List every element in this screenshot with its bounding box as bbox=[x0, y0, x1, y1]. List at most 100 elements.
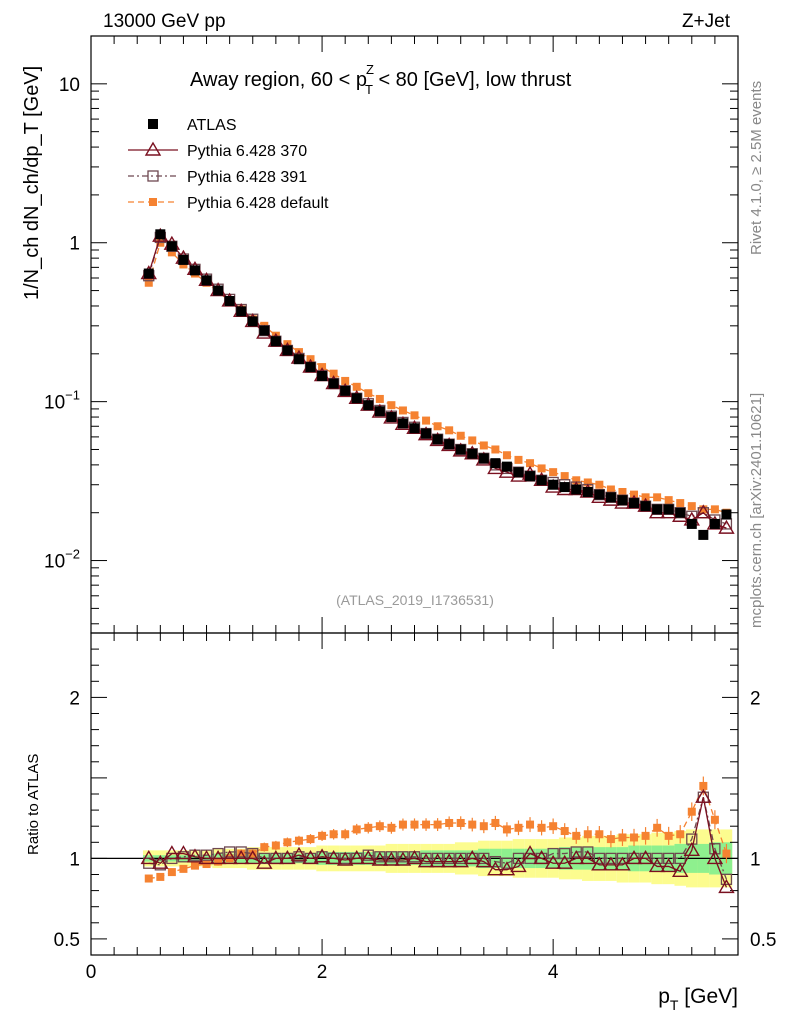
main-point-atlas bbox=[328, 378, 339, 389]
ratio-point-pythia-6-428-370 bbox=[290, 846, 308, 861]
ratio-point-pythia-6-428-default bbox=[352, 825, 361, 834]
main-point-atlas bbox=[467, 448, 478, 459]
ratio-point-pythia-6-428-370 bbox=[394, 851, 412, 866]
ratio-point-pythia-6-428-391 bbox=[489, 855, 502, 868]
main-point-atlas bbox=[686, 518, 697, 529]
ratio-point-pythia-6-428-370 bbox=[521, 845, 539, 860]
ratio-point-pythia-6-428-default bbox=[549, 822, 558, 831]
legend-label: ATLAS bbox=[187, 117, 237, 134]
main-point-pythia-6-428-default bbox=[468, 436, 477, 445]
ratio-point-pythia-6-428-391 bbox=[235, 846, 247, 858]
ratio-point-pythia-6-428-default bbox=[237, 849, 246, 858]
main-point-atlas bbox=[663, 504, 674, 515]
ratio-point-pythia-6-428-default bbox=[537, 823, 546, 832]
ratio-point-pythia-6-428-391 bbox=[223, 846, 236, 858]
ratio-point-pythia-6-428-default bbox=[699, 781, 708, 790]
main-point-atlas bbox=[629, 498, 640, 509]
ratio-point-pythia-6-428-370 bbox=[452, 853, 469, 868]
ratio-point-pythia-6-428-default bbox=[433, 820, 442, 829]
ratio-point-pythia-6-428-default bbox=[364, 823, 373, 832]
main-point-pythia-6-428-default bbox=[456, 431, 465, 440]
ratio-point-pythia-6-428-default bbox=[618, 833, 627, 842]
x-axis-label-unit: [GeV] bbox=[678, 985, 738, 1008]
ratio-point-pythia-6-428-default bbox=[179, 864, 188, 873]
ratio-point-pythia-6-428-370 bbox=[163, 845, 181, 860]
main-point-pythia-6-428-default bbox=[502, 451, 511, 460]
ratio-point-pythia-6-428-370 bbox=[256, 854, 273, 869]
ratio-point-pythia-6-428-default bbox=[687, 807, 696, 816]
main-point-pythia-6-428-default bbox=[630, 490, 639, 499]
ratio-point-pythia-6-428-default bbox=[583, 830, 592, 839]
ratio-point-pythia-6-428-370 bbox=[544, 854, 562, 869]
main-point-pythia-6-428-default bbox=[422, 416, 431, 425]
main-point-atlas bbox=[675, 507, 686, 518]
main-point-pythia-6-428-default bbox=[664, 496, 673, 505]
legend-label: Pythia 6.428 370 bbox=[187, 143, 307, 160]
main-point-pythia-6-428-370 bbox=[718, 519, 735, 534]
main-point-atlas bbox=[317, 371, 328, 382]
main-point-pythia-6-428-default bbox=[676, 499, 685, 508]
ratio-point-pythia-6-428-default bbox=[190, 861, 199, 870]
ratio-plot-frame bbox=[90, 632, 739, 956]
main-point-atlas bbox=[305, 362, 316, 373]
ratio-point-pythia-6-428-default bbox=[445, 818, 454, 827]
legend-marker bbox=[149, 198, 157, 206]
ratio-point-pythia-6-428-370 bbox=[510, 858, 527, 873]
plot-title-sub: T bbox=[365, 82, 373, 97]
main-point-pythia-6-428-default bbox=[341, 376, 350, 385]
main-point-atlas bbox=[236, 306, 247, 317]
ratio-point-pythia-6-428-default bbox=[375, 822, 384, 831]
y-tick-label-ratio-right: 0.5 bbox=[750, 930, 776, 951]
main-point-atlas bbox=[490, 458, 501, 469]
main-point-atlas bbox=[559, 482, 570, 493]
main-point-atlas bbox=[536, 475, 547, 486]
main-point-pythia-6-428-default bbox=[560, 472, 569, 481]
ratio-point-pythia-6-428-default bbox=[422, 820, 431, 829]
y-tick-label-ratio-right: 1 bbox=[750, 849, 761, 870]
ratio-point-pythia-6-428-391 bbox=[570, 846, 582, 858]
axis-ticks: 0 2 4 10 1 10−1 10−2 2 2 1 1 0.5 0.5 bbox=[44, 35, 776, 983]
rivet-version-label: Rivet 4.1.0, ≥ 2.5M events bbox=[748, 81, 765, 255]
main-point-atlas bbox=[340, 385, 351, 396]
main-point-pythia-6-428-default bbox=[699, 505, 708, 514]
ratio-point-pythia-6-428-370 bbox=[672, 862, 689, 877]
ratio-point-pythia-6-428-default bbox=[479, 822, 488, 831]
main-point-pythia-6-428-default bbox=[329, 369, 338, 378]
ratio-point-pythia-6-428-370 bbox=[175, 845, 192, 860]
main-point-atlas bbox=[293, 354, 304, 365]
ratio-point-pythia-6-428-370 bbox=[336, 851, 354, 866]
main-point-pythia-6-428-default bbox=[687, 502, 696, 511]
main-point-atlas bbox=[571, 484, 582, 495]
ratio-point-pythia-6-428-391 bbox=[582, 846, 594, 858]
ratio-point-pythia-6-428-default bbox=[514, 823, 523, 832]
ratio-point-pythia-6-428-370 bbox=[706, 850, 724, 865]
ratio-point-pythia-6-428-370 bbox=[498, 861, 516, 876]
ratio-point-pythia-6-428-370 bbox=[383, 851, 400, 866]
ratio-point-pythia-6-428-391 bbox=[663, 852, 675, 865]
ratio-point-pythia-6-428-370 bbox=[683, 841, 701, 857]
main-point-pythia-6-428-default bbox=[144, 278, 153, 287]
main-point-atlas bbox=[709, 518, 720, 529]
ratio-point-pythia-6-428-391 bbox=[709, 843, 721, 855]
ratio-point-pythia-6-428-370 bbox=[440, 853, 458, 868]
ratio-point-pythia-6-428-default bbox=[341, 830, 350, 839]
plot-title-post: < 80 [GeV], low thrust bbox=[373, 69, 572, 91]
ratio-point-pythia-6-428-370 bbox=[579, 850, 597, 865]
y-tick-label-ratio-right: 2 bbox=[750, 688, 761, 709]
main-point-atlas bbox=[698, 529, 709, 540]
y-tick-label-ratio: 1 bbox=[69, 849, 80, 870]
main-point-pythia-6-428-default bbox=[352, 382, 361, 391]
main-point-atlas bbox=[270, 336, 281, 347]
ratio-point-pythia-6-428-default bbox=[214, 857, 223, 866]
ratio-point-pythia-6-428-default bbox=[318, 831, 327, 840]
main-point-atlas bbox=[178, 254, 189, 265]
ratio-point-pythia-6-428-default bbox=[491, 818, 500, 827]
x-axis-label-main: p bbox=[658, 985, 670, 1008]
ratio-point-pythia-6-428-370 bbox=[313, 848, 331, 863]
y-axis-label-main: 1/N_ch dN_ch/dp_T [GeV] bbox=[21, 66, 43, 300]
ratio-point-pythia-6-428-391 bbox=[651, 852, 663, 865]
ratio-point-pythia-6-428-370 bbox=[637, 850, 654, 865]
ratio-point-pythia-6-428-default bbox=[502, 825, 511, 834]
main-point-pythia-6-428-default bbox=[526, 459, 535, 468]
